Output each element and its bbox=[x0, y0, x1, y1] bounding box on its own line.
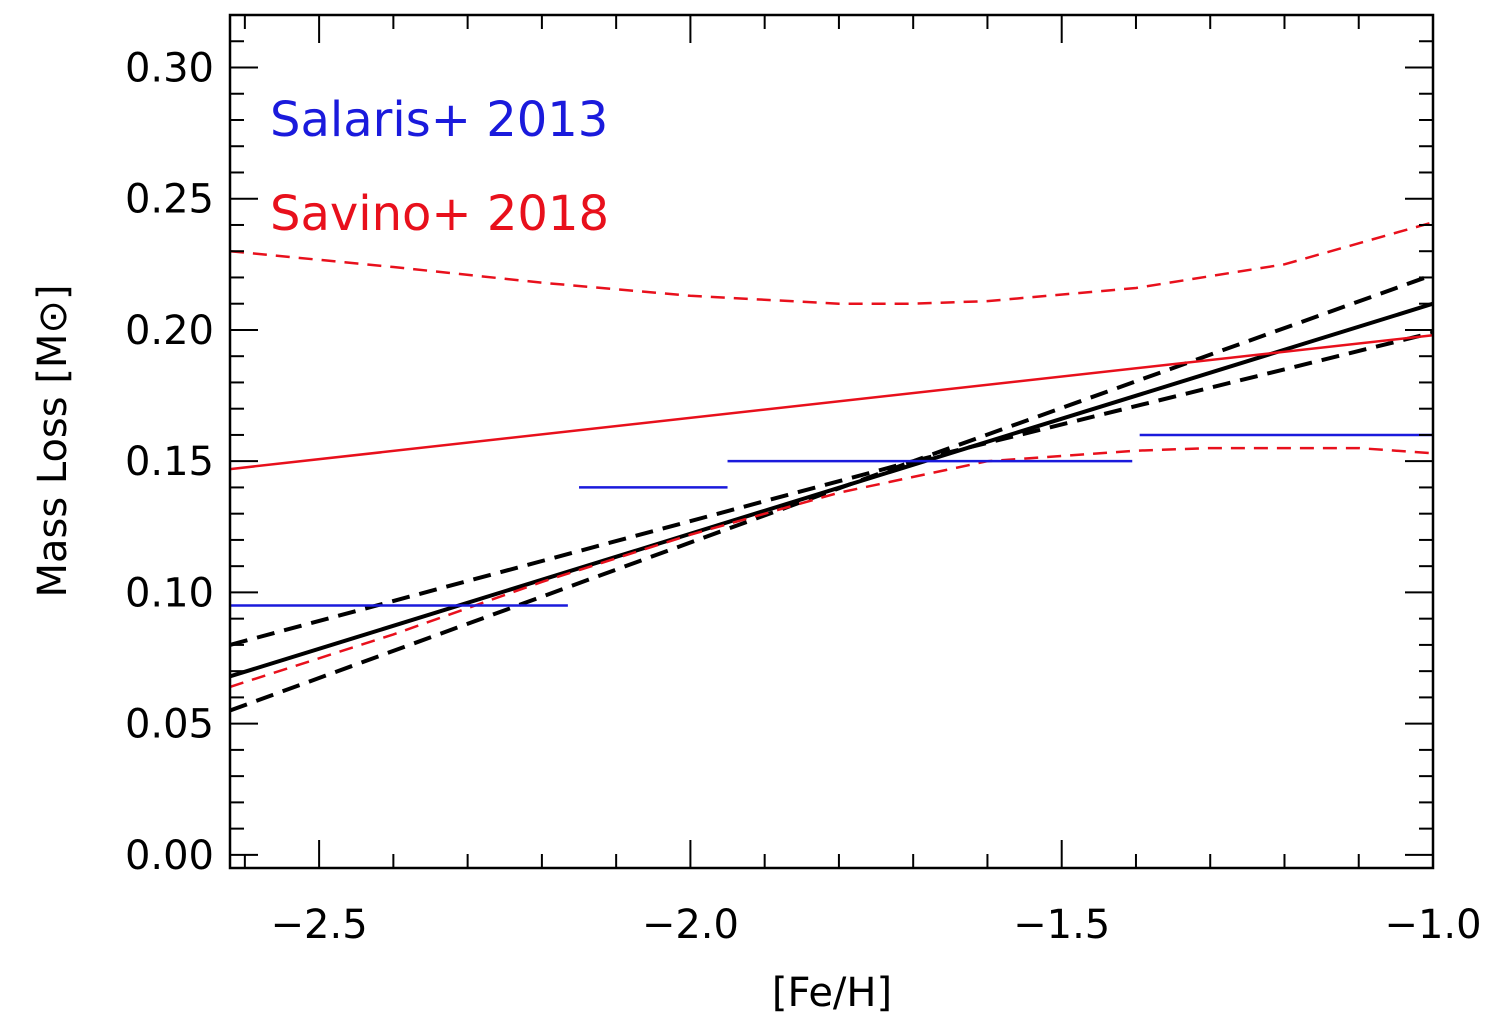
series-line-savino-2018-upper bbox=[230, 221, 1433, 305]
y-tick-label: 0.20 bbox=[125, 308, 214, 354]
series-line-fit-upper-bound bbox=[230, 272, 1433, 647]
y-tick-label: 0.00 bbox=[125, 833, 214, 879]
x-tick-label: −2.0 bbox=[642, 902, 739, 948]
series-line-fit bbox=[230, 301, 1433, 679]
axis-ticks bbox=[230, 15, 1434, 868]
series-line-fit-lower-bound bbox=[230, 330, 1433, 713]
axis-tick-labels: −2.5 −2.0 −1.5 −1.0 0.00 0.05 0.10 0.15 0.20 0.25… bbox=[125, 45, 1482, 948]
x-tick-label: −1.0 bbox=[1384, 902, 1481, 948]
y-axis-title: Mass Loss [M⊙] bbox=[30, 284, 76, 597]
plot-contents bbox=[230, 221, 1433, 713]
plot-frame bbox=[228, 13, 1435, 870]
y-tick-label: 0.30 bbox=[125, 45, 214, 91]
x-axis-title: [Fe/H] bbox=[772, 970, 892, 1016]
legend-savino-2018: Savino+ 2018 bbox=[270, 186, 609, 242]
y-tick-label: 0.10 bbox=[125, 570, 214, 616]
x-tick-label: −1.5 bbox=[1013, 902, 1110, 948]
y-tick-label: 0.15 bbox=[125, 439, 214, 485]
x-tick-label: −2.5 bbox=[271, 902, 368, 948]
data-series bbox=[230, 221, 1433, 713]
y-tick-label: 0.05 bbox=[125, 702, 214, 748]
series-line-savino-2018 bbox=[230, 333, 1433, 471]
y-tick-label: 0.25 bbox=[125, 177, 214, 223]
legend-salaris-2013: Salaris+ 2013 bbox=[270, 92, 608, 148]
